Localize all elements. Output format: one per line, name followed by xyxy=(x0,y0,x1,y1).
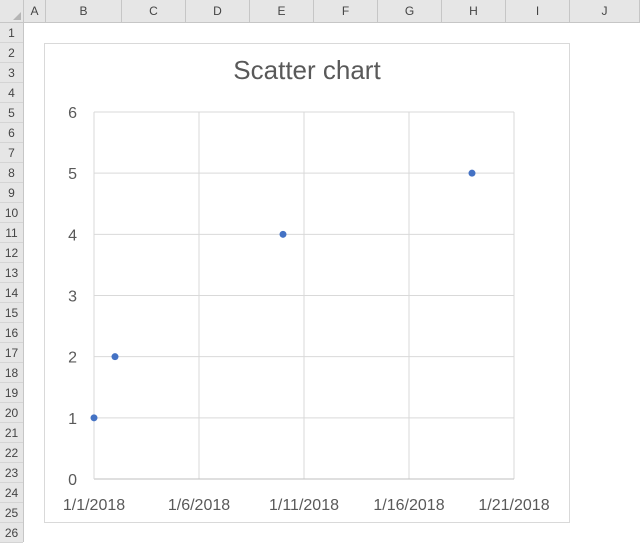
data-point[interactable] xyxy=(90,414,98,422)
chart-title[interactable]: Scatter chart xyxy=(233,55,381,85)
column-header-d[interactable]: D xyxy=(186,0,250,22)
row-header-10[interactable]: 10 xyxy=(0,203,23,223)
row-header-14[interactable]: 14 xyxy=(0,283,23,303)
row-header-24[interactable]: 24 xyxy=(0,483,23,503)
y-tick-label: 0 xyxy=(68,472,77,489)
column-header-b[interactable]: B xyxy=(46,0,122,22)
column-header-h[interactable]: H xyxy=(442,0,506,22)
x-tick-label: 1/16/2018 xyxy=(373,497,444,514)
row-header-13[interactable]: 13 xyxy=(0,263,23,283)
row-header-6[interactable]: 6 xyxy=(0,123,23,143)
column-header-a[interactable]: A xyxy=(24,0,46,22)
column-header-g[interactable]: G xyxy=(378,0,442,22)
row-header-21[interactable]: 21 xyxy=(0,423,23,443)
row-header-2[interactable]: 2 xyxy=(0,43,23,63)
y-tick-label: 5 xyxy=(68,166,77,183)
row-header-3[interactable]: 3 xyxy=(0,63,23,83)
column-header-e[interactable]: E xyxy=(250,0,314,22)
row-headers: 1 2 3 4 5 6 7 8 9 10 11 12 13 14 15 16 17 18 19 20 21 22 23 24 2… xyxy=(0,23,24,543)
select-all-triangle-icon xyxy=(13,12,21,20)
row-header-20[interactable]: 20 xyxy=(0,403,23,423)
x-tick-label: 1/6/2018 xyxy=(168,497,230,514)
row-header-19[interactable]: 19 xyxy=(0,383,23,403)
row-header-12[interactable]: 12 xyxy=(0,243,23,263)
column-header-f[interactable]: F xyxy=(314,0,378,22)
column-header-c[interactable]: C xyxy=(122,0,186,22)
column-header-i[interactable]: I xyxy=(506,0,570,22)
row-header-7[interactable]: 7 xyxy=(0,143,23,163)
row-header-9[interactable]: 9 xyxy=(0,183,23,203)
row-header-1[interactable]: 1 xyxy=(0,23,23,43)
data-point[interactable] xyxy=(468,169,476,177)
row-header-17[interactable]: 17 xyxy=(0,343,23,363)
x-tick-label: 1/1/2018 xyxy=(63,497,125,514)
x-tick-label: 1/21/2018 xyxy=(478,497,549,514)
row-header-8[interactable]: 8 xyxy=(0,163,23,183)
row-header-4[interactable]: 4 xyxy=(0,83,23,103)
y-tick-label: 3 xyxy=(68,289,77,306)
row-header-18[interactable]: 18 xyxy=(0,363,23,383)
row-header-11[interactable]: 11 xyxy=(0,223,23,243)
row-header-25[interactable]: 25 xyxy=(0,503,23,523)
data-point[interactable] xyxy=(111,353,119,361)
x-tick-label: 1/11/2018 xyxy=(269,497,339,514)
y-tick-label: 1 xyxy=(68,411,77,428)
y-tick-label: 6 xyxy=(68,105,77,122)
row-header-22[interactable]: 22 xyxy=(0,443,23,463)
row-header-16[interactable]: 16 xyxy=(0,323,23,343)
y-tick-label: 2 xyxy=(68,350,77,367)
select-all-corner[interactable] xyxy=(0,0,24,23)
chart-area[interactable] xyxy=(44,43,570,523)
row-header-15[interactable]: 15 xyxy=(0,303,23,323)
data-point[interactable] xyxy=(279,230,287,238)
row-header-23[interactable]: 23 xyxy=(0,463,23,483)
row-header-5[interactable]: 5 xyxy=(0,103,23,123)
y-tick-label: 4 xyxy=(68,227,77,244)
